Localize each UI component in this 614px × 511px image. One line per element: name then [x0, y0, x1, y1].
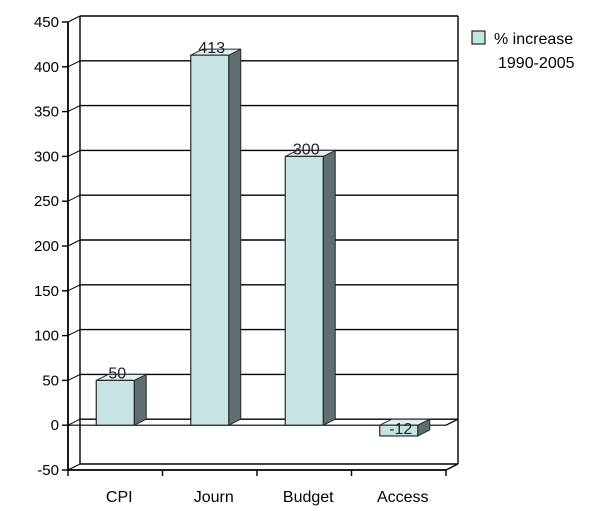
- gridline-depth: [67, 463, 81, 471]
- gridline-depth: [67, 418, 81, 426]
- x-axis-depth: [445, 463, 459, 471]
- y-tick-label: 250: [34, 193, 59, 210]
- y-tick-label: 200: [34, 238, 59, 255]
- y-tick-label: 50: [42, 372, 59, 389]
- labels: -50 0 50 100 150 200 250 300 350 400 450 50 CPI 413 Jo…: [34, 14, 429, 506]
- bar-side: [322, 149, 336, 427]
- bar-side: [133, 373, 147, 427]
- gridline-depth: [67, 194, 81, 202]
- y-tick-label: 150: [34, 283, 59, 300]
- bar-front: [284, 155, 324, 426]
- bar-front: [190, 54, 230, 426]
- bar-journ: [190, 48, 242, 427]
- x-category-label: Access: [377, 489, 429, 506]
- gridline-depth: [67, 329, 81, 337]
- y-tick-label: 400: [34, 59, 59, 76]
- zero-line-depth: [445, 418, 459, 426]
- data-label: 300: [293, 141, 320, 158]
- gridline-depth: [67, 284, 81, 292]
- legend-swatch: [471, 30, 486, 45]
- axes: [62, 16, 459, 476]
- legend-label-line1: % increase: [494, 31, 573, 48]
- gridline-depth: [67, 105, 81, 113]
- bar-front: [95, 379, 135, 426]
- x-category-label: Budget: [283, 489, 334, 506]
- data-label: 413: [198, 40, 225, 57]
- y-tick-label: 300: [34, 148, 59, 165]
- y-tick-label: -50: [37, 462, 59, 479]
- bar-cpi: [95, 373, 147, 427]
- y-tick-label: 350: [34, 104, 59, 121]
- data-label: -12: [389, 421, 412, 438]
- data-label: 50: [108, 365, 126, 382]
- bar-side: [228, 48, 242, 427]
- y-tick-label: 450: [34, 14, 59, 31]
- bar-front: [379, 424, 419, 437]
- legend-label-line2: 1990-2005: [498, 55, 575, 72]
- x-category-label: CPI: [106, 489, 133, 506]
- y-tick-label: 0: [51, 417, 59, 434]
- gridline-depth: [67, 15, 81, 23]
- bar-access: [379, 418, 431, 437]
- gridline-depth: [67, 373, 81, 381]
- gridline-depth: [67, 60, 81, 68]
- x-category-label: Journ: [194, 489, 234, 506]
- bar-budget: [284, 149, 336, 427]
- y-tick-label: 100: [34, 328, 59, 345]
- gridline-depth: [67, 239, 81, 247]
- bars: [95, 48, 431, 437]
- gridline-depth: [67, 149, 81, 157]
- legend: % increase 1990-2005: [471, 30, 575, 72]
